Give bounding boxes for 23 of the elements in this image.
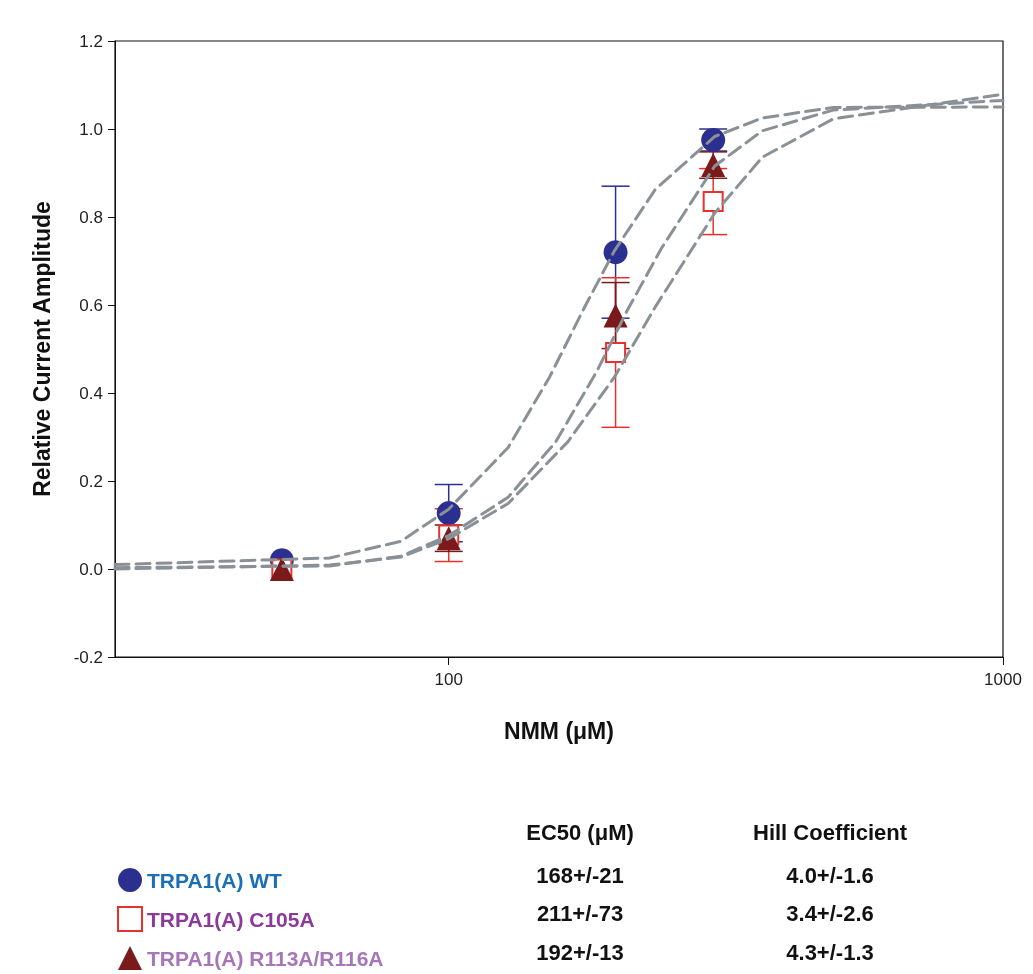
y-axis-title: Relative Current Amplitude	[28, 201, 55, 497]
legend-label: TRPA1(A) C105A	[147, 907, 315, 931]
y-tick-label: 1.0	[79, 119, 103, 139]
legend-label: TRPA1(A) R113A/R116A	[147, 946, 384, 970]
y-tick-label: 0.0	[79, 559, 103, 579]
text: 4.3+/-1.3	[786, 939, 874, 965]
text: EC50 (μM)	[526, 819, 634, 845]
text: 211+/-73	[536, 901, 624, 926]
legend-label: TRPA1(A) WT	[147, 868, 283, 892]
text: 3.4+/-2.6	[786, 901, 874, 926]
x-tick-label: 100	[434, 670, 463, 689]
y-tick-label: 0.2	[79, 471, 103, 491]
text: Hill Coefficient	[752, 819, 908, 845]
x-axis-title: NMM (μM)	[504, 717, 614, 744]
y-tick-label: 0.4	[79, 383, 103, 403]
text: 192+/-13	[536, 939, 624, 965]
y-tick-label: 0.8	[79, 207, 103, 227]
x-tick-label: 1000	[984, 670, 1022, 689]
y-tick-label: 1.2	[79, 31, 103, 51]
text: 168+/-21	[536, 862, 624, 888]
y-tick-label: -0.2	[73, 647, 103, 667]
y-tick-label: 0.6	[79, 295, 103, 315]
text: 4.0+/-1.6	[786, 862, 874, 888]
